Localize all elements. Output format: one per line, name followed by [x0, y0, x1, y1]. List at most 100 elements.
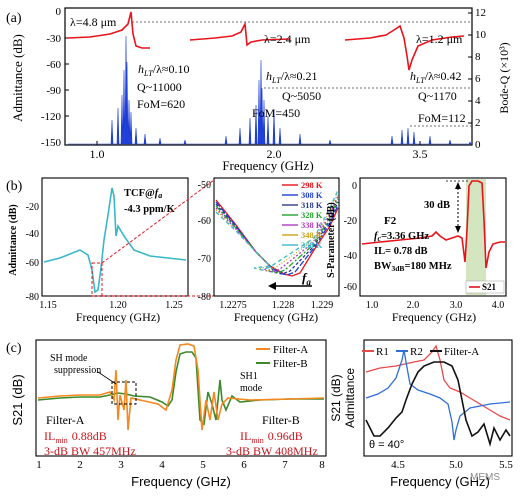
- b-left-ylabel: Admittance (dB): [8, 204, 19, 275]
- b-left-xticks: 1.15 1.20 1.25: [39, 300, 183, 311]
- b-right-xtick-0: 1.0: [366, 300, 379, 311]
- b-mid-ytick-0: -80: [198, 292, 211, 303]
- c-left-sh-line2: suppression: [54, 365, 101, 376]
- a-r1-ratio-val: /λ≈0.10: [153, 62, 190, 76]
- b-mid-legend-label-4: 338 K: [301, 220, 323, 230]
- c-right-theta: θ = 40°: [369, 439, 404, 451]
- panel-a-frame: [64, 7, 473, 146]
- a-r1-fom: FoM=620: [137, 97, 185, 111]
- b-right-ytick-0: -60: [344, 282, 357, 293]
- a-admittance-series: [67, 11, 465, 71]
- b-mid-xlabel: Frequency (GHz): [234, 310, 318, 324]
- b-mid-xtick-0: 1.2275: [219, 300, 247, 311]
- a-ytick-0: -150: [41, 137, 62, 149]
- b-left-tcf-title: TCF@fa: [124, 188, 162, 200]
- a-r1-ratio-h: h: [138, 62, 144, 76]
- c-right-xtick-0: 4.5: [391, 459, 405, 471]
- b-left-xtick-1: 1.20: [109, 300, 127, 311]
- b-right-legend-box: [465, 280, 505, 294]
- b-mid-temperature-series: [215, 189, 339, 277]
- a-yrtick-1: 2: [475, 117, 481, 129]
- c-left-filter-b-il-val: 0.96dB: [268, 429, 303, 443]
- a-r3-ratio-val: /λ≈0.42: [425, 69, 462, 83]
- c-right-legend-fa: Filter-A: [444, 346, 479, 358]
- b-right-ytick-1: -40: [344, 251, 357, 262]
- b-left-ytick-0: -80: [26, 292, 39, 303]
- b-mid-arrow-label: fa: [302, 270, 311, 287]
- panel-a: (a) -150 -120 -90 -60 -30 0 0 2 4 6 8 10…: [6, 6, 511, 173]
- b-right-fc-val: =3.36 GHz: [381, 231, 429, 242]
- panel-a-yticks-right: 0 2 4 6 8 10 12: [475, 7, 487, 151]
- b-left-tcf-prefix: TCF@: [124, 188, 155, 199]
- b-left-zoom-box: [91, 262, 103, 297]
- b-right-yticks: -60 -40 -20 0: [344, 181, 357, 293]
- a-r3-ratio-sub: LT: [415, 76, 425, 85]
- a-r1-ratio: hLT/λ≈0.10: [138, 62, 190, 78]
- a-r2-q: Q~5050: [282, 89, 321, 103]
- a-r1-q: Q~11000: [137, 80, 182, 94]
- b-right-xlabel: Frequency (GHz): [392, 310, 476, 324]
- b-mid-arrow-sub: a: [306, 277, 311, 287]
- a-xtick-2: 3.5: [413, 147, 428, 161]
- c-right-legend-r2: R2: [410, 346, 423, 358]
- b-right-gap-arrow-top: [455, 182, 461, 189]
- c-left-filter-b-name: Filter-B: [262, 413, 300, 427]
- c-left-sh1-line1: SH1: [240, 371, 258, 382]
- c-right-ylabel-bottom: Admittance: [343, 368, 357, 428]
- c-left-xtick-5: 6: [241, 459, 247, 471]
- b-left-ytick-3: -20: [26, 202, 39, 213]
- b-right-xticks: 1.0 2.0 3.0 4.0: [366, 300, 505, 311]
- b-right-ytick-2: -20: [344, 216, 357, 227]
- c-left-filter-a-bw: 3-dB BW 457MHz: [44, 444, 136, 458]
- c-right-legend: R1 R2 Filter-A: [362, 346, 479, 358]
- c-right-r2-series: [365, 349, 511, 441]
- c-left-xtick-6: 7: [282, 459, 288, 471]
- c-left-xlabel: Frequency (GHz): [131, 474, 231, 489]
- panel-a-label: (a): [6, 11, 22, 26]
- b-left-frame: [41, 177, 189, 297]
- b-right-il: IL= 0.78 dB: [374, 246, 428, 257]
- c-right-xtick-2: 5.5: [499, 459, 513, 471]
- b-zoom-line-top: [101, 179, 215, 264]
- c-left-annotations: SH mode suppression SH1 mode: [50, 353, 263, 394]
- b-right-bw-sub: 3dB: [392, 264, 405, 273]
- b-mid-ytick-3: -50: [198, 180, 211, 191]
- panel-a-yticks: -150 -120 -90 -60 -30 0: [41, 6, 62, 149]
- b-left-xtick-2: 1.25: [165, 300, 183, 311]
- c-left-ylabel: S21 (dB): [10, 374, 25, 425]
- a-r3-fom: FoM=112: [418, 111, 466, 125]
- a-r1-lambda: λ=4.8 μm: [70, 15, 117, 29]
- b-right-ytick-3: 0: [352, 181, 357, 192]
- c-left-filter-b-bw: 3-dB BW 408MHz: [226, 444, 318, 458]
- b-right-gap-arrow-bottom: [455, 226, 461, 233]
- a-xlabel: Frequency (GHz): [222, 158, 313, 173]
- b-right-filter-name: F2: [384, 215, 397, 227]
- c-left-frame: [35, 339, 327, 457]
- c-left-filter-a-il-val: 0.88dB: [72, 429, 107, 443]
- c-left-filter-b-il: ILmin 0.96dB: [240, 429, 303, 445]
- c-right-ylabel-top: S21 (dB): [329, 374, 343, 421]
- b-mid-yticks: -80 -70 -60 -50: [198, 180, 211, 303]
- a-yrtick-5: 10: [475, 29, 487, 41]
- b-right-frame: [359, 177, 507, 297]
- a-r2-ratio-sub: LT: [271, 76, 281, 85]
- a-ytick-2: -90: [46, 85, 61, 97]
- b-right-ylabel: S-Parameter (dB): [326, 202, 337, 278]
- b-mid-xtick-1: 1.228: [272, 300, 295, 311]
- b-mid-arrow-f: f: [302, 270, 308, 285]
- a-ylabel-right: Bode-Q (×10³): [497, 42, 511, 113]
- b-mid-xticks: 1.2275 1.228 1.229: [219, 300, 333, 311]
- b-left-admittance-series: [43, 187, 187, 294]
- b-mid-curve-3: [215, 198, 339, 274]
- b-left-yticks: -80 -60 -40 -20: [26, 202, 39, 303]
- b-left-tcf-sub: a: [158, 191, 162, 200]
- b-right-s21-series: [361, 180, 505, 269]
- c-left-filter-a-name: Filter-A: [46, 413, 85, 427]
- b-mid-frame: [213, 177, 340, 297]
- a-ytick-5: 0: [56, 6, 62, 18]
- c-left-filter-b-il-sub: min: [251, 436, 263, 445]
- b-right-bw-prefix: BW: [374, 261, 392, 272]
- a-r3-lambda: λ=1.2 μm: [416, 32, 463, 46]
- watermark: MEMS: [470, 472, 500, 483]
